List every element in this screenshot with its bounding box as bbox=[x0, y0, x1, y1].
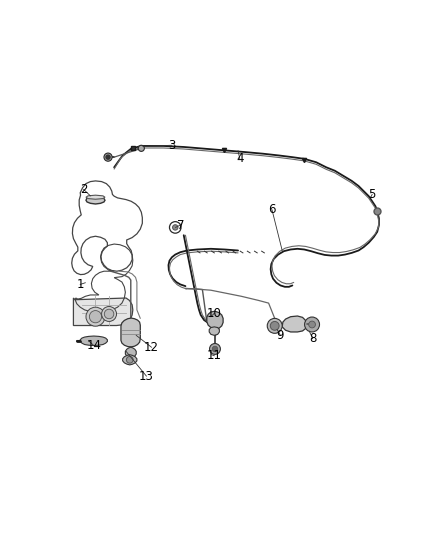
Text: 10: 10 bbox=[207, 307, 222, 320]
Text: 2: 2 bbox=[80, 183, 87, 196]
Polygon shape bbox=[86, 197, 105, 204]
Circle shape bbox=[212, 346, 218, 352]
Text: 6: 6 bbox=[268, 203, 276, 216]
Polygon shape bbox=[121, 318, 140, 347]
Polygon shape bbox=[74, 298, 133, 326]
Circle shape bbox=[209, 343, 220, 354]
Text: 13: 13 bbox=[139, 369, 154, 383]
Circle shape bbox=[138, 146, 145, 151]
Text: 12: 12 bbox=[144, 341, 159, 354]
Polygon shape bbox=[207, 311, 223, 329]
Circle shape bbox=[173, 225, 178, 230]
Text: 1: 1 bbox=[77, 278, 84, 291]
Circle shape bbox=[127, 357, 133, 363]
Text: 3: 3 bbox=[168, 139, 176, 152]
Circle shape bbox=[89, 311, 102, 323]
Circle shape bbox=[104, 309, 114, 319]
Text: 7: 7 bbox=[177, 219, 184, 231]
Text: 4: 4 bbox=[236, 152, 244, 165]
Circle shape bbox=[304, 317, 319, 332]
Circle shape bbox=[309, 321, 315, 328]
Polygon shape bbox=[209, 327, 219, 335]
Polygon shape bbox=[125, 347, 136, 358]
Circle shape bbox=[104, 153, 112, 161]
Text: 9: 9 bbox=[277, 329, 284, 342]
Text: 11: 11 bbox=[207, 349, 222, 362]
Text: 5: 5 bbox=[368, 188, 376, 201]
Text: 8: 8 bbox=[309, 332, 316, 345]
Circle shape bbox=[102, 306, 117, 321]
Circle shape bbox=[267, 318, 282, 333]
Polygon shape bbox=[282, 316, 307, 332]
Text: 14: 14 bbox=[86, 339, 101, 352]
Circle shape bbox=[106, 155, 110, 159]
Circle shape bbox=[270, 321, 279, 330]
Polygon shape bbox=[80, 336, 107, 345]
Polygon shape bbox=[123, 354, 137, 365]
Polygon shape bbox=[86, 195, 105, 199]
Circle shape bbox=[86, 307, 105, 326]
